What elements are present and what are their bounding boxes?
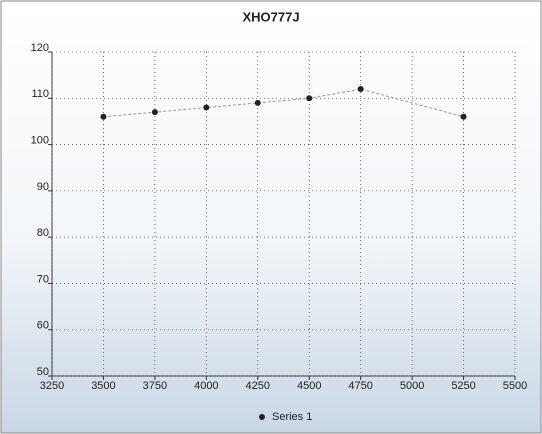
chart-frame [1, 1, 541, 433]
data-point [100, 114, 106, 120]
legend-marker [259, 414, 265, 420]
x-tick-label: 5500 [503, 380, 527, 392]
y-tick-label: 70 [37, 273, 49, 285]
x-tick-label: 4000 [194, 380, 218, 392]
x-tick-label: 3750 [143, 380, 167, 392]
y-tick-label: 110 [31, 88, 49, 100]
x-tick-label: 3500 [91, 380, 115, 392]
data-point [152, 109, 158, 115]
x-tick-label: 4250 [246, 380, 270, 392]
x-tick-label: 3250 [40, 380, 64, 392]
data-point [358, 86, 364, 92]
x-tick-label: 4750 [348, 380, 372, 392]
legend-label: Series 1 [272, 411, 312, 423]
chart-title: XHO777J [242, 9, 299, 24]
chart: XHO777J 50 60 70 80 90 100 110 120 3250 3500 3750 4… [0, 0, 542, 434]
y-tick-label: 90 [37, 181, 49, 193]
data-point [203, 105, 209, 111]
y-tick-label: 120 [31, 42, 49, 54]
y-tick-label: 100 [31, 134, 49, 146]
x-tick-label: 5250 [451, 380, 475, 392]
data-point [255, 100, 261, 106]
y-tick-label: 50 [37, 366, 49, 378]
x-tick-label: 4500 [297, 380, 321, 392]
y-tick-label: 60 [37, 320, 49, 332]
data-point [306, 95, 312, 101]
y-tick-label: 80 [37, 227, 49, 239]
data-point [461, 114, 467, 120]
x-tick-label: 5000 [400, 380, 424, 392]
